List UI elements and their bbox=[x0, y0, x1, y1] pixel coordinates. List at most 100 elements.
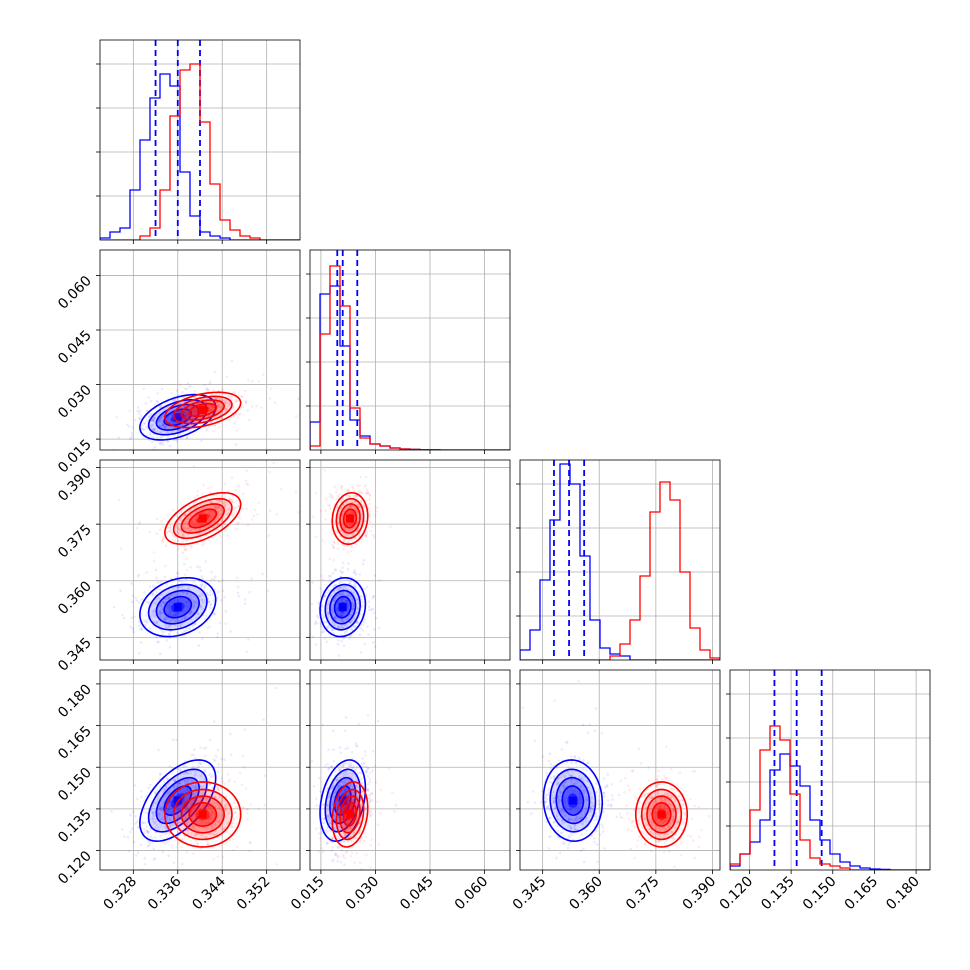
scatter-point bbox=[192, 464, 196, 468]
scatter-point bbox=[208, 518, 211, 522]
scatter-point bbox=[135, 797, 139, 801]
scatter-point bbox=[180, 510, 183, 513]
scatter-point bbox=[368, 498, 371, 501]
scatter-point bbox=[166, 526, 170, 530]
scatter-point bbox=[328, 495, 332, 499]
scatter-point bbox=[346, 522, 350, 526]
scatter-point bbox=[257, 501, 261, 504]
scatter-point bbox=[220, 495, 224, 499]
scatter-point bbox=[192, 792, 196, 796]
contour-line-1 bbox=[188, 508, 218, 529]
scatter-point bbox=[182, 410, 186, 414]
scatter-point bbox=[199, 569, 203, 573]
scatter-point bbox=[366, 782, 370, 786]
scatter-point bbox=[225, 375, 228, 378]
scatter-point bbox=[210, 578, 213, 581]
scatter-point bbox=[198, 773, 201, 777]
scatter-point bbox=[157, 419, 160, 423]
scatter-point bbox=[196, 565, 199, 568]
scatter-point bbox=[223, 408, 227, 411]
contour-peak bbox=[173, 603, 182, 612]
scatter-point bbox=[229, 732, 232, 736]
scatter-point bbox=[186, 804, 190, 807]
scatter-point bbox=[344, 527, 347, 530]
scatter-point bbox=[210, 515, 213, 519]
scatter-point bbox=[181, 395, 185, 399]
scatter-point bbox=[191, 824, 194, 828]
scatter-point bbox=[188, 802, 191, 805]
scatter-point bbox=[226, 773, 229, 776]
scatter-point bbox=[200, 598, 204, 602]
scatter-point bbox=[191, 823, 195, 827]
scatter-point bbox=[363, 642, 367, 646]
scatter-point bbox=[187, 385, 191, 389]
scatter-point bbox=[201, 512, 204, 515]
scatter-point bbox=[157, 807, 160, 811]
x-tick-label: 0.352 bbox=[234, 874, 274, 914]
scatter-point bbox=[171, 587, 175, 591]
scatter-point bbox=[140, 414, 143, 418]
scatter-point bbox=[340, 624, 344, 628]
scatter-point bbox=[148, 415, 151, 418]
scatter-point bbox=[171, 801, 175, 805]
scatter-point bbox=[344, 630, 347, 634]
scatter-point bbox=[194, 833, 198, 836]
scatter-point bbox=[317, 776, 321, 780]
scatter-point bbox=[250, 577, 253, 580]
scatter-point bbox=[340, 618, 344, 621]
scatter-point bbox=[147, 831, 150, 834]
scatter-point bbox=[275, 513, 279, 516]
scatter-point bbox=[167, 805, 171, 808]
scatter-point bbox=[207, 826, 210, 830]
scatter-point bbox=[204, 792, 207, 796]
contour-line-4 bbox=[164, 781, 242, 848]
scatter-point bbox=[210, 405, 213, 408]
scatter-point bbox=[156, 430, 159, 434]
scatter-point bbox=[219, 813, 223, 817]
scatter-point bbox=[167, 624, 170, 628]
scatter-point bbox=[324, 828, 328, 832]
scatter-point bbox=[144, 620, 148, 624]
y-tick-label: 0.120 bbox=[55, 848, 95, 888]
scatter-point bbox=[217, 821, 221, 825]
scatter-point bbox=[245, 650, 249, 654]
scatter-point bbox=[376, 719, 380, 723]
scatter-point bbox=[328, 530, 332, 534]
scatter-point bbox=[345, 533, 349, 537]
scatter-point bbox=[200, 427, 203, 430]
scatter-point bbox=[212, 613, 216, 616]
scatter-point bbox=[368, 493, 371, 497]
scatter-point bbox=[348, 457, 351, 460]
scatter-point bbox=[183, 410, 187, 414]
scatter-point bbox=[368, 608, 371, 612]
contour-line-4 bbox=[331, 491, 369, 546]
scatter-point bbox=[322, 803, 325, 807]
scatter-point bbox=[181, 616, 185, 619]
scatter-point bbox=[219, 512, 223, 516]
scatter-point bbox=[192, 816, 195, 819]
scatter-point bbox=[341, 781, 345, 784]
scatter-point bbox=[183, 617, 187, 620]
scatter-point bbox=[347, 603, 351, 606]
scatter-point bbox=[177, 814, 181, 818]
scatter-point bbox=[177, 815, 181, 819]
scatter-point bbox=[182, 801, 185, 804]
panel-0-0 bbox=[96, 39, 301, 244]
scatter-point bbox=[129, 813, 132, 817]
scatter-point bbox=[333, 541, 336, 544]
scatter-point bbox=[241, 507, 245, 510]
scatter-point bbox=[349, 784, 353, 787]
scatter-point bbox=[177, 423, 180, 427]
scatter-point bbox=[328, 816, 332, 820]
scatter-point bbox=[169, 800, 172, 804]
scatter-point bbox=[173, 778, 176, 782]
scatter-point bbox=[174, 800, 177, 804]
scatter-point bbox=[237, 504, 240, 508]
scatter-point bbox=[355, 529, 359, 532]
scatter-point bbox=[200, 607, 204, 610]
scatter-point bbox=[184, 806, 188, 809]
scatter-point bbox=[347, 779, 350, 782]
scatter-point bbox=[325, 640, 329, 644]
scatter-point bbox=[246, 807, 249, 811]
scatter-point bbox=[163, 630, 166, 634]
